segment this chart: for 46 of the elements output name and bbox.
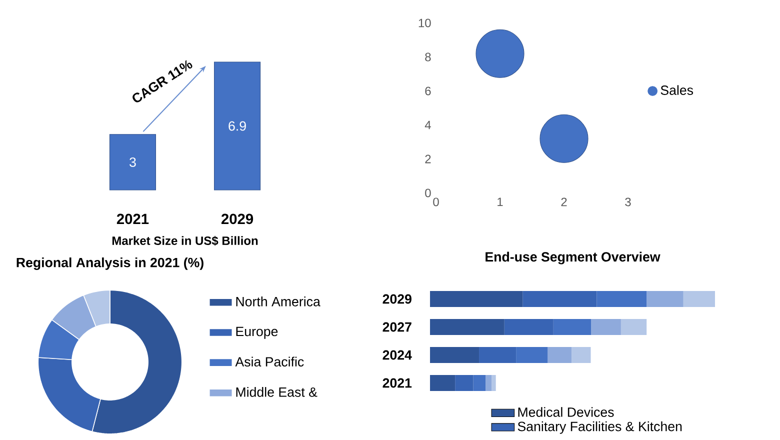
legend-label: North America (236, 296, 320, 306)
x-axis-title: Market Size in US$ Billion (112, 236, 258, 246)
legend-label: Middle East & (236, 387, 318, 397)
bar (620, 319, 647, 336)
bar (455, 375, 474, 392)
x-tick-label: 3 (625, 198, 631, 206)
y-tick-label: 2021 (382, 378, 412, 388)
bar (522, 291, 597, 308)
y-tick-label: 4 (424, 120, 431, 130)
y-tick-label: 8 (425, 52, 431, 62)
bar (516, 347, 548, 364)
bar (591, 319, 621, 336)
bar (486, 375, 492, 392)
y-tick-label: 0 (425, 188, 431, 198)
bar (572, 347, 591, 364)
bar (430, 347, 480, 364)
x-tick-label: 1 (498, 198, 503, 206)
y-tick-label: 2 (425, 154, 431, 164)
bar (473, 375, 486, 392)
legend-label: Sales (660, 85, 694, 95)
x-tick-label: 0 (433, 198, 439, 206)
data-label: 3 (130, 157, 136, 167)
y-tick-label: 2024 (382, 350, 412, 360)
chart-title: End-use Segment Overview (486, 252, 660, 264)
y-tick-label: 2027 (382, 322, 412, 332)
bar (596, 291, 647, 308)
y-tick-label: 2029 (382, 294, 412, 304)
x-tick-label: 2 (561, 198, 567, 206)
bar (430, 375, 456, 392)
bar (504, 319, 554, 336)
bar (430, 319, 504, 336)
legend-label: Europe (236, 326, 278, 339)
bar (479, 347, 516, 364)
legend-label: Medical Devices (518, 407, 614, 417)
bar (646, 291, 684, 308)
legend-label: Asia Pacific (235, 356, 304, 367)
data-label: 6.9 (228, 121, 246, 131)
bar (553, 319, 592, 336)
legend-label: Sanitary Facilities & Kitchen (518, 421, 682, 434)
chart-title: Regional Analysis in 2021 (%) (16, 257, 204, 270)
y-tick-label: 6 (425, 86, 431, 96)
bar (492, 375, 496, 392)
bar (430, 291, 523, 308)
y-tick-label: 10 (418, 18, 431, 28)
bar (548, 347, 572, 364)
bar (683, 291, 716, 308)
